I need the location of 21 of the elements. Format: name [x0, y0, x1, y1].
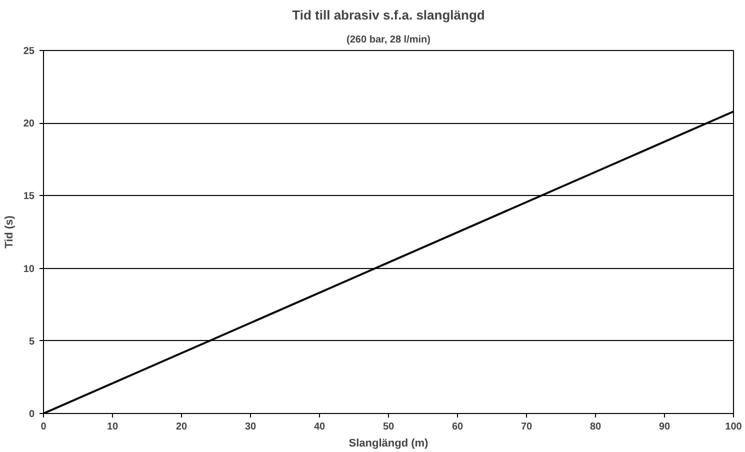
x-tick-label: 10: [106, 422, 118, 432]
y-tick-label: 20: [23, 118, 35, 130]
x-tick-label: 30: [244, 422, 256, 432]
y-axis-title: Tid (s): [3, 215, 16, 248]
x-tick-label: 40: [314, 422, 326, 432]
x-tick-label: 50: [382, 422, 394, 432]
chart-title: Tid till abrasiv s.f.a. slanglängd: [292, 8, 485, 22]
y-tick-label: 25: [23, 46, 35, 57]
x-tick-label: 90: [658, 422, 670, 432]
x-tick-label: 70: [520, 422, 532, 432]
x-tick-label: 20: [176, 422, 188, 432]
y-tick-label: 10: [23, 264, 35, 275]
x-tick-label: 100: [725, 422, 742, 432]
x-tick-label: 80: [590, 422, 602, 432]
x-tick-label: 0: [40, 422, 47, 432]
x-axis-title: Slanglängd (m): [348, 438, 429, 450]
y-tick-label: 0: [28, 409, 35, 420]
chart-subtitle: (260 bar, 28 l/min): [346, 34, 430, 46]
x-tick-label: 60: [452, 422, 464, 432]
y-tick-label: 5: [28, 336, 35, 348]
y-tick-label: 15: [23, 191, 35, 202]
